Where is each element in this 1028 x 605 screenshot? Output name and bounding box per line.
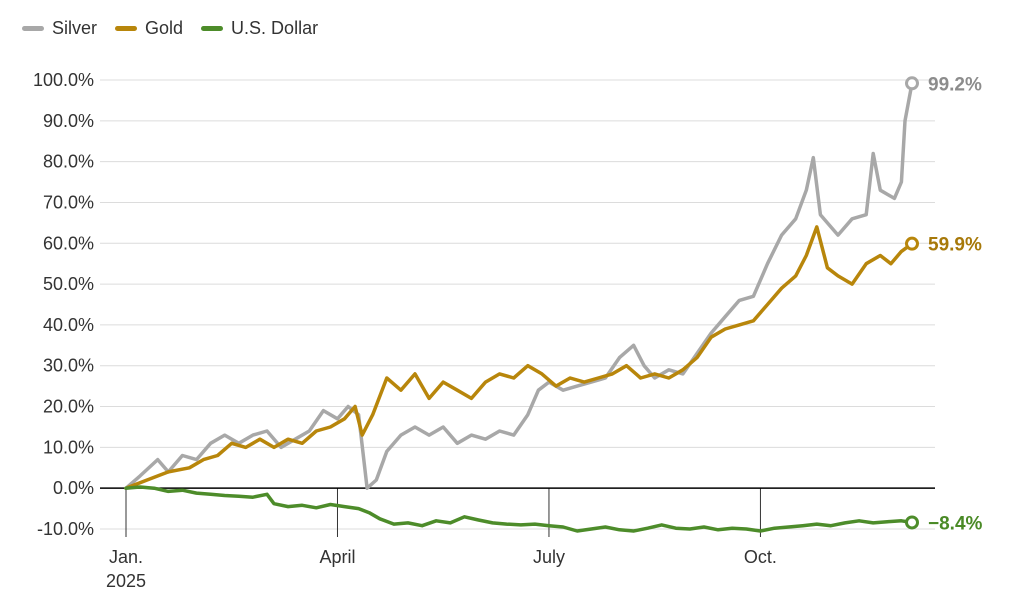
y-tick-label: 90.0%	[43, 111, 94, 131]
y-tick-label: 10.0%	[43, 437, 94, 457]
legend-item-gold: Gold	[115, 18, 183, 39]
legend-swatch-gold	[115, 26, 138, 31]
y-tick-label: 40.0%	[43, 315, 94, 335]
endpoint-marker	[905, 515, 919, 530]
legend-swatch-dollar	[201, 26, 224, 31]
x-tick-label: Oct.	[744, 547, 777, 567]
legend-item-silver: Silver	[22, 18, 97, 39]
x-axis-ticks: Jan. April July Oct. 2025	[106, 488, 777, 591]
legend: Silver Gold U.S. Dollar	[22, 18, 318, 39]
y-tick-label: -10.0%	[37, 519, 94, 539]
y-tick-label: 20.0%	[43, 397, 94, 417]
y-tick-label: 70.0%	[43, 192, 94, 212]
endpoint-label: −8.4%	[928, 513, 983, 534]
y-tick-label: 50.0%	[43, 274, 94, 294]
y-tick-label: 80.0%	[43, 152, 94, 172]
y-axis-ticks: 100.0% 90.0% 80.0% 70.0% 60.0% 50.0% 40.0% 30.0…	[33, 70, 94, 539]
series-lines	[124, 81, 914, 533]
series-line-u-s-dollar	[124, 485, 914, 533]
y-tick-label: 0.0%	[53, 478, 94, 498]
endpoint-label: 59.9%	[928, 235, 982, 256]
x-tick-label: Jan.	[109, 547, 143, 567]
endpoint-marker	[905, 236, 919, 251]
series-line-silver	[124, 81, 914, 490]
x-year-label: 2025	[106, 571, 146, 591]
legend-label-silver: Silver	[52, 18, 98, 38]
series-line-gold	[124, 225, 914, 490]
legend-swatch-silver	[22, 26, 44, 31]
x-tick-label: April	[319, 547, 355, 567]
y-tick-label: 60.0%	[43, 233, 94, 253]
endpoint-label: 99.2%	[928, 74, 982, 95]
legend-item-dollar: U.S. Dollar	[201, 18, 318, 39]
legend-label-gold: Gold	[145, 18, 184, 38]
y-tick-label: 30.0%	[43, 356, 94, 376]
gridlines	[100, 79, 935, 530]
endpoint-marker	[905, 76, 919, 91]
x-tick-label: July	[533, 547, 565, 567]
y-tick-label: 100.0%	[33, 70, 94, 90]
legend-label-dollar: U.S. Dollar	[231, 18, 319, 38]
series-endpoints: 99.2% 59.9% −8.4%	[905, 74, 983, 534]
